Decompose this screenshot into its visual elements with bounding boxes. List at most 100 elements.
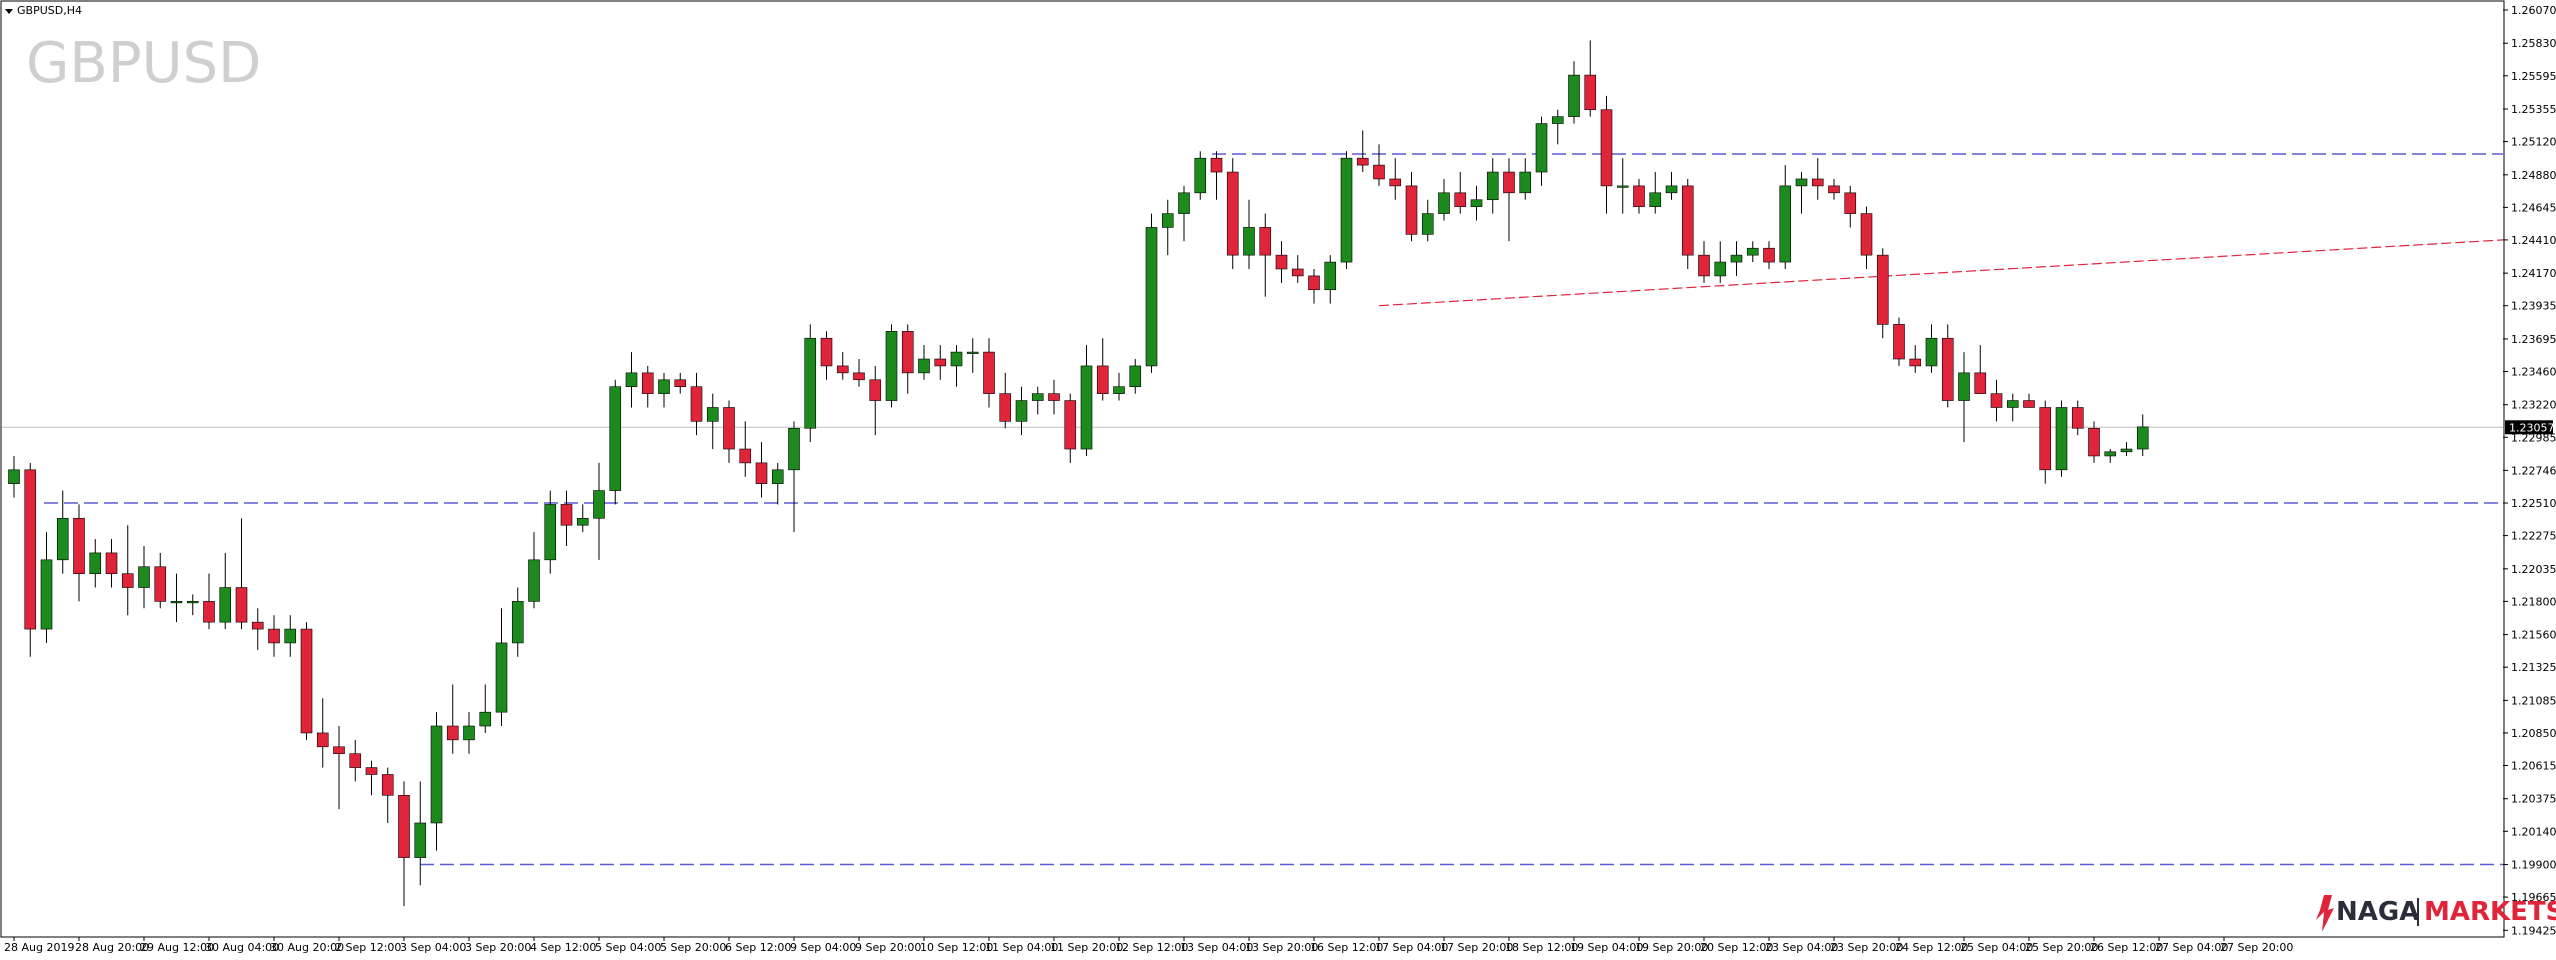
- candle-bearish: [251, 621, 264, 630]
- naga-markets-logo: NAGA MARKETS: [2316, 895, 2556, 932]
- candle-bullish: [1714, 261, 1727, 277]
- candle-bearish: [1584, 74, 1597, 111]
- candle-bullish: [1421, 213, 1434, 235]
- candle-bullish: [544, 504, 557, 561]
- candle-bullish: [1194, 157, 1207, 194]
- triangle-down-icon[interactable]: [5, 9, 13, 14]
- candle-bullish: [804, 337, 817, 429]
- x-tick-label: 10 Sep 12:00: [920, 941, 993, 954]
- candle-bullish: [593, 490, 605, 519]
- candle-bearish: [1405, 185, 1418, 235]
- y-tick-label: 1.21800: [2511, 595, 2556, 608]
- y-tick-label: 1.24410: [2511, 234, 2556, 247]
- y-tick-label: 1.19665: [2511, 891, 2556, 904]
- symbol-watermark: GBPUSD: [26, 31, 261, 96]
- candle-bearish: [1291, 268, 1304, 277]
- candle-bearish: [1974, 372, 1987, 394]
- candle-bearish: [674, 379, 687, 388]
- candle-bearish: [1698, 254, 1710, 277]
- current-price-label: 1.23057: [2509, 421, 2555, 434]
- x-tick-label: 3 Sep 20:00: [465, 941, 531, 954]
- x-tick-label: 25 Sep 20:00: [2025, 941, 2098, 954]
- x-tick-label: 26 Sep 12:00: [2090, 941, 2163, 954]
- candle-bullish: [2006, 400, 2019, 408]
- candle-bearish: [739, 448, 752, 464]
- brand-name-left: NAGA: [2336, 897, 2419, 927]
- x-tick-label: 30 Aug 04:00: [205, 941, 279, 954]
- candle-bullish: [463, 725, 475, 741]
- candle-bullish: [609, 386, 622, 491]
- candle-bullish: [2136, 426, 2149, 450]
- y-tick-label: 1.23220: [2511, 399, 2556, 412]
- candle-bullish: [1243, 227, 1255, 256]
- candle-bearish: [1373, 164, 1385, 180]
- y-tick-label: 1.25120: [2511, 136, 2556, 149]
- x-tick-label: 6 Sep 12:00: [725, 941, 791, 954]
- candle-bullish: [1616, 185, 1629, 188]
- x-tick-label: 5 Sep 20:00: [660, 941, 726, 954]
- candle-bearish: [1811, 178, 1824, 187]
- window-label[interactable]: GBPUSD,H4: [5, 4, 82, 17]
- candle-bearish: [349, 753, 362, 768]
- y-tick-label: 1.21560: [2511, 629, 2556, 642]
- candle-bearish: [24, 469, 37, 630]
- y-tick-label: 1.20850: [2511, 727, 2556, 740]
- y-tick-label: 1.20615: [2511, 759, 2556, 772]
- candle-bearish: [1308, 275, 1320, 291]
- brand-divider: [2417, 898, 2419, 926]
- candle-bullish: [1438, 192, 1450, 214]
- candle-bearish: [1681, 185, 1694, 256]
- y-tick-label: 1.25830: [2511, 37, 2556, 50]
- candle-bearish: [1633, 185, 1645, 207]
- candle-bullish: [1665, 185, 1678, 194]
- x-tick-label: 11 Sep 04:00: [985, 941, 1058, 954]
- candle-bullish: [284, 628, 297, 644]
- candle-bullish: [1519, 171, 1532, 194]
- candle-bearish: [365, 767, 378, 775]
- candle-bearish: [1844, 192, 1857, 214]
- candle-bullish: [89, 552, 102, 574]
- candle-bullish: [1340, 157, 1353, 263]
- candle-bullish: [40, 559, 53, 630]
- y-tick-label: 1.23935: [2511, 300, 2556, 313]
- candle-bullish: [430, 725, 443, 824]
- candle-bearish: [121, 573, 134, 588]
- candle-bearish: [398, 794, 410, 858]
- y-tick-label: 1.24645: [2511, 201, 2556, 214]
- candle-bearish: [1763, 247, 1775, 263]
- x-tick-label: 9 Sep 20:00: [855, 941, 921, 954]
- y-tick-label: 1.26070: [2511, 4, 2556, 17]
- plot-frame: [0, 0, 2505, 938]
- candle-bullish: [1470, 199, 1483, 207]
- candle-bullish: [658, 379, 670, 394]
- candle-bearish: [2088, 427, 2100, 457]
- candle-bearish: [1828, 185, 1840, 194]
- candle-bullish: [1324, 261, 1337, 291]
- candle-bearish: [836, 365, 849, 374]
- current-price-box: [2505, 420, 2553, 435]
- candle-bullish: [1551, 116, 1564, 124]
- candle-bearish: [203, 601, 215, 623]
- candle-bearish: [446, 725, 459, 741]
- candle-bearish: [755, 462, 768, 484]
- candle-bearish: [316, 732, 329, 748]
- candle-bearish: [1454, 192, 1467, 207]
- trend-line[interactable]: [1378, 239, 2504, 307]
- candle-bearish: [1600, 109, 1613, 187]
- x-tick-label: 23 Sep 04:00: [1765, 941, 1838, 954]
- candle-bullish: [1080, 365, 1093, 450]
- candle-bearish: [300, 628, 313, 734]
- candle-bearish: [820, 337, 833, 367]
- x-tick-label: 30 Aug 20:00: [270, 941, 344, 954]
- symbol-timeframe-label: GBPUSD,H4: [17, 4, 82, 17]
- candle-bullish: [186, 601, 199, 604]
- candle-bullish: [885, 331, 898, 401]
- candle-bearish: [2071, 407, 2084, 429]
- candle-bullish: [1746, 247, 1759, 256]
- candle-bullish: [1178, 192, 1190, 214]
- candle-bearish: [869, 379, 882, 401]
- y-tick-label: 1.19425: [2511, 924, 2556, 937]
- candle-bullish: [138, 566, 150, 588]
